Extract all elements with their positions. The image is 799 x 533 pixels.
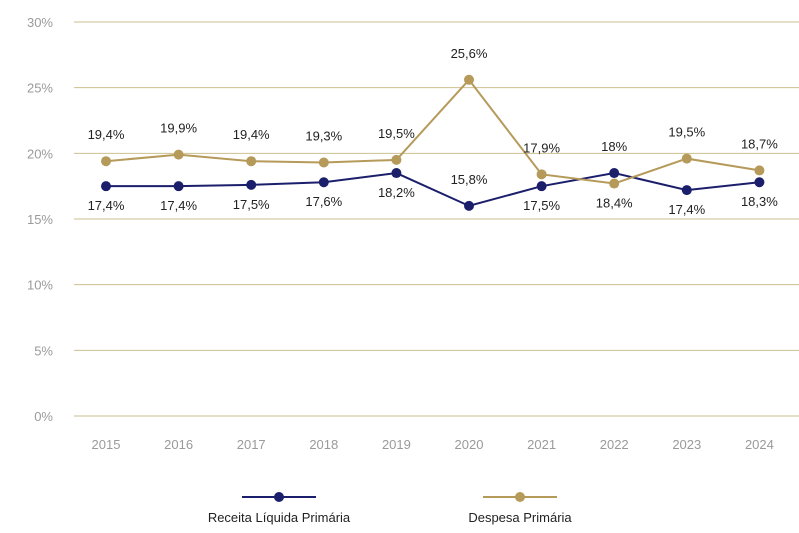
- data-label: 17,4%: [160, 198, 197, 213]
- data-label: 17,4%: [668, 202, 705, 217]
- data-point: [464, 200, 474, 211]
- data-point: [609, 168, 620, 179]
- data-label: 15,8%: [451, 172, 488, 187]
- x-tick-label: 2020: [455, 437, 484, 452]
- data-point: [101, 181, 111, 192]
- x-tick-label: 2015: [92, 437, 121, 452]
- y-tick-label: 10%: [27, 278, 53, 293]
- data-label: 18%: [601, 139, 627, 154]
- data-point: [318, 177, 329, 188]
- data-label: 17,4%: [88, 198, 125, 213]
- data-label: 17,6%: [305, 194, 342, 209]
- data-point: [609, 178, 620, 189]
- data-point: [754, 165, 765, 176]
- data-point: [318, 157, 329, 168]
- legend-marker-despesa: [515, 492, 525, 502]
- y-tick-label: 15%: [27, 212, 53, 227]
- series-line-1: [105, 78, 760, 185]
- legend-label-despesa: Despesa Primária: [468, 510, 572, 525]
- x-tick-label: 2023: [672, 437, 701, 452]
- x-tick-label: 2017: [237, 437, 266, 452]
- data-point: [246, 156, 257, 167]
- data-label: 17,5%: [523, 198, 560, 213]
- data-point: [173, 149, 184, 160]
- data-label: 19,4%: [88, 127, 125, 142]
- series-lines: [101, 74, 765, 211]
- y-tick-label: 25%: [27, 81, 53, 96]
- y-tick-label: 5%: [34, 343, 53, 358]
- data-label: 17,5%: [233, 197, 270, 212]
- y-tick-label: 30%: [27, 15, 53, 30]
- data-point: [173, 181, 184, 192]
- legend-item-despesa: Despesa Primária: [468, 492, 572, 525]
- data-point: [681, 185, 692, 196]
- gridlines: [74, 21, 799, 417]
- data-label: 17,9%: [523, 140, 560, 155]
- data-point: [464, 74, 474, 85]
- data-label: 18,3%: [741, 194, 778, 209]
- y-axis-ticks: 0% 5% 10% 15% 20% 25% 30%: [27, 15, 53, 424]
- x-tick-label: 2021: [527, 437, 556, 452]
- y-tick-label: 20%: [27, 146, 53, 161]
- data-point: [246, 179, 257, 190]
- data-point: [391, 168, 402, 179]
- data-point: [754, 177, 765, 188]
- data-label: 19,4%: [233, 127, 270, 142]
- legend-marker-receita: [274, 492, 284, 502]
- data-labels: 17,4% 17,4% 17,5% 17,6% 18,2% 15,8% 17,5% 18% 17…: [88, 46, 779, 217]
- data-label: 18,7%: [741, 136, 778, 151]
- data-label: 25,6%: [451, 46, 488, 61]
- legend-item-receita: Receita Líquida Primária: [208, 492, 351, 525]
- x-tick-label: 2022: [600, 437, 629, 452]
- data-point: [101, 156, 111, 167]
- data-label: 18,2%: [378, 185, 415, 200]
- y-tick-label: 0%: [34, 409, 53, 424]
- data-label: 19,5%: [378, 126, 415, 141]
- x-tick-label: 2019: [382, 437, 411, 452]
- data-label: 19,5%: [668, 125, 705, 140]
- data-label: 19,3%: [305, 129, 342, 144]
- data-point: [391, 154, 402, 165]
- x-tick-label: 2024: [745, 437, 774, 452]
- x-tick-label: 2016: [164, 437, 193, 452]
- data-label: 18,4%: [596, 196, 633, 211]
- series-line-0: [106, 172, 760, 207]
- data-label: 19,9%: [160, 121, 197, 136]
- legend: Receita Líquida Primária Despesa Primári…: [208, 492, 572, 525]
- legend-label-receita: Receita Líquida Primária: [208, 510, 351, 525]
- x-axis-ticks: 2015 2016 2017 2018 2019 2020 2021 2022 2023 2024: [92, 437, 774, 452]
- x-tick-label: 2018: [309, 437, 338, 452]
- data-point: [536, 181, 547, 192]
- data-point: [681, 153, 692, 164]
- data-point: [536, 169, 547, 180]
